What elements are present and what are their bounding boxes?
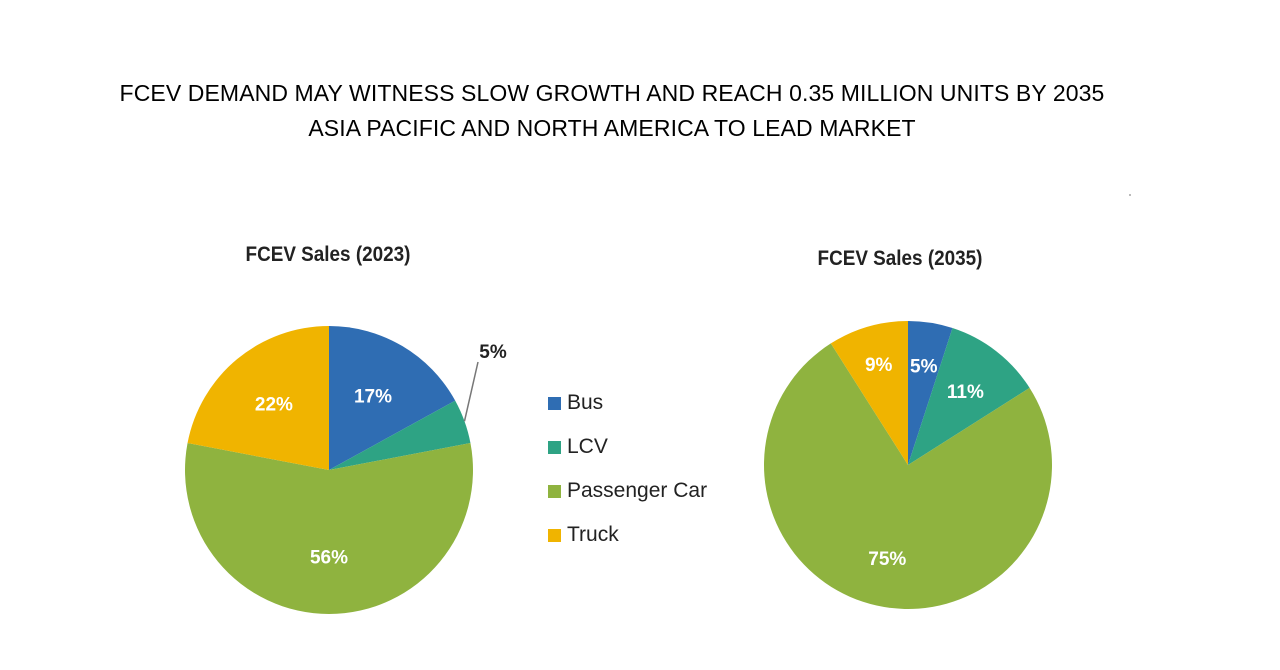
- headline-line-2: ASIA PACIFIC AND NORTH AMERICA TO LEAD M…: [308, 115, 916, 141]
- legend-swatch-passenger-car: [548, 484, 561, 498]
- slice-passenger-car-1: [764, 343, 1053, 609]
- legend-label-bus: Bus: [567, 391, 604, 414]
- slice-bus-0: [329, 326, 456, 470]
- slice-label-bus-1: 5%: [910, 356, 938, 377]
- legend-swatch-bus: [548, 396, 561, 410]
- callout-line-lcv: [463, 361, 479, 422]
- legend-label-truck: Truck: [567, 523, 619, 546]
- stray-dot: [1129, 194, 1131, 196]
- slice-lcv-0: [329, 400, 471, 470]
- legend-swatch-truck: [548, 528, 561, 542]
- slice-label-truck-1: 9%: [865, 355, 893, 376]
- legend-item-bus: Bus: [548, 391, 707, 414]
- slice-label-lcv-0: 5%: [479, 342, 507, 363]
- slice-bus-1: [908, 321, 953, 465]
- pie-1: [764, 321, 1053, 609]
- slice-passenger-car-0: [184, 443, 474, 614]
- legend: Bus LCV Passenger Car Truck: [548, 391, 708, 568]
- slice-label-lcv-1: 11%: [947, 382, 984, 403]
- headline-line-1: FCEV DEMAND MAY WITNESS SLOW GROWTH AND …: [119, 80, 1105, 106]
- legend-item-lcv: LCV: [548, 435, 707, 458]
- chart-title-2023: FCEV Sales (2023): [245, 243, 411, 266]
- slice-lcv-1: [908, 328, 1030, 465]
- legend-item-truck: Truck: [548, 523, 707, 546]
- slice-label-passenger-car-0: 56%: [310, 547, 348, 568]
- slice-truck-0: [187, 326, 329, 470]
- legend-label-lcv: LCV: [567, 435, 608, 458]
- pie-0: [184, 326, 474, 614]
- slice-truck-1: [830, 321, 908, 465]
- slice-label-passenger-car-1: 75%: [868, 549, 906, 570]
- chart-title-2035: FCEV Sales (2035): [817, 247, 983, 270]
- slice-label-truck-0: 22%: [255, 394, 293, 415]
- legend-item-passenger-car: Passenger Car: [548, 479, 708, 502]
- legend-label-passenger-car: Passenger Car: [567, 479, 708, 502]
- slice-label-bus-0: 17%: [354, 387, 392, 408]
- legend-swatch-lcv: [548, 440, 561, 454]
